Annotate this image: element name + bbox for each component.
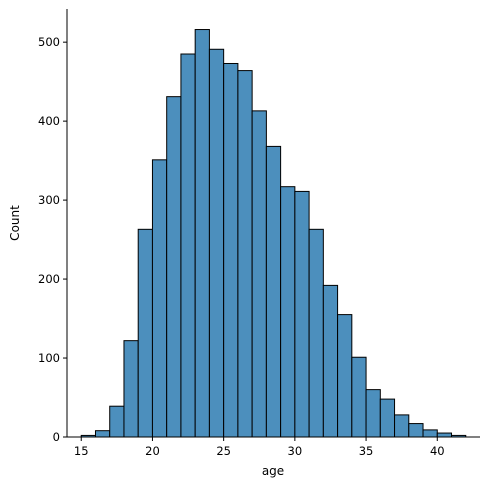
histogram-bar [166, 96, 182, 438]
x-tick-label: 30 [288, 444, 303, 458]
x-tick-label: 20 [145, 444, 160, 458]
histogram-bar [394, 414, 410, 438]
x-tick-label: 35 [359, 444, 374, 458]
histogram-bar [379, 398, 396, 438]
x-axis-label: age [262, 464, 284, 478]
histogram-bar [223, 62, 239, 438]
histogram-bar [337, 314, 353, 438]
y-axis: 0 100 200 300 400 500 [38, 9, 68, 444]
histogram-bar [294, 190, 310, 438]
x-axis: 15 20 25 30 35 40 [67, 436, 480, 458]
histogram-bar [180, 53, 196, 438]
y-axis-label: Count [8, 205, 22, 241]
histogram-bar [365, 389, 381, 438]
y-tick-label: 400 [38, 114, 60, 128]
histogram-bar [322, 284, 339, 438]
histogram-bar [151, 159, 168, 438]
bars-group [80, 29, 467, 438]
x-tick-label: 15 [74, 444, 89, 458]
histogram-bar [422, 429, 438, 438]
y-tick-label: 300 [38, 193, 60, 207]
y-tick-label: 200 [38, 272, 60, 286]
y-tick-label: 100 [38, 351, 60, 365]
x-tick-label: 40 [430, 444, 445, 458]
histogram-bar [109, 405, 125, 438]
histogram-bar [408, 423, 424, 438]
histogram-bar [436, 432, 453, 438]
histogram-bar [137, 228, 153, 438]
histogram-bar [208, 48, 225, 438]
histogram-bar [280, 186, 296, 438]
histogram-bar [123, 340, 139, 438]
histogram-bar [237, 70, 253, 438]
x-tick-label: 25 [216, 444, 231, 458]
histogram-bar [94, 430, 111, 438]
histogram-bar [308, 228, 324, 438]
histogram-bar [194, 29, 210, 438]
y-tick-label: 0 [53, 430, 60, 444]
y-tick-label: 500 [38, 35, 60, 49]
histogram-bar [251, 110, 267, 438]
histogram-bar [351, 356, 367, 438]
histogram-bar [265, 145, 282, 438]
